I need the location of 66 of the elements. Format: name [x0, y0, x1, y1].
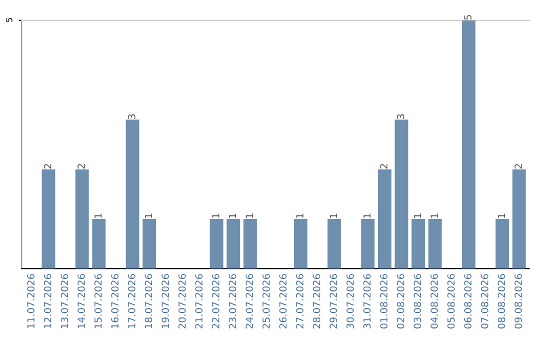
x-tick-label: 22.07.2026: [212, 274, 220, 328]
x-tick-label: 06.08.2026: [464, 274, 472, 328]
data-label: 1: [144, 214, 152, 218]
bar: [512, 169, 526, 269]
bar: [42, 169, 56, 269]
data-label: 1: [246, 214, 253, 218]
x-tick-label: 02.08.2026: [396, 274, 404, 328]
x-tick-label: 05.08.2026: [447, 274, 455, 328]
bar: [412, 218, 425, 269]
x-tick-label: 07.08.2026: [480, 274, 488, 328]
bar: [462, 20, 476, 269]
data-label: 1: [430, 214, 438, 218]
x-tick-label: 11.07.2026: [27, 274, 35, 328]
bar: [210, 218, 224, 269]
x-tick-label: 23.07.2026: [228, 274, 236, 328]
x-tick-label: 30.07.2026: [346, 274, 354, 328]
x-tick-label: 14.07.2026: [78, 274, 85, 328]
x-tick-label: 18.07.2026: [144, 274, 152, 328]
data-label: 3: [396, 114, 404, 119]
bar: [294, 218, 308, 269]
data-label: 1: [330, 214, 337, 218]
bar: [226, 218, 240, 269]
data-label: 1: [296, 214, 304, 218]
bar: [428, 218, 442, 269]
data-label: 1: [212, 214, 220, 218]
x-tick-label: 08.08.2026: [498, 274, 506, 328]
x-tick-label: 19.07.2026: [162, 274, 169, 328]
x-tick-label: 31.07.2026: [363, 274, 371, 328]
x-tick-label: 26.07.2026: [279, 274, 287, 328]
x-tick-label: 04.08.2026: [430, 274, 438, 328]
x-tick-label: 03.08.2026: [414, 274, 422, 328]
x-tick-label: 28.07.2026: [312, 274, 320, 328]
data-label: 1: [94, 214, 102, 218]
x-tick-label: 15.07.2026: [94, 274, 102, 328]
x-tick-label: 01.08.2026: [380, 274, 388, 328]
x-tick-label: 13.07.2026: [60, 274, 68, 328]
x-tick-label: 24.07.2026: [246, 274, 254, 328]
data-label: 2: [380, 164, 388, 169]
x-tick-label: 20.07.2026: [178, 274, 186, 328]
bar: [243, 218, 257, 269]
x-tick-label: 21.07.2026: [195, 274, 203, 328]
data-label: 1: [363, 214, 371, 218]
bar: [378, 169, 392, 269]
x-tick-label: 09.08.2026: [514, 274, 522, 328]
x-tick-label: 29.07.2026: [330, 274, 338, 328]
bar: [496, 218, 510, 269]
data-label: 2: [44, 164, 52, 169]
data-label: 1: [414, 214, 421, 218]
bar: [75, 169, 89, 269]
data-label: 3: [128, 114, 136, 119]
bar: [142, 218, 156, 269]
bar: [126, 120, 140, 269]
bar: [328, 218, 341, 269]
bar: [361, 218, 375, 269]
x-tick-label: 16.07.2026: [111, 274, 119, 328]
data-label: 2: [78, 164, 85, 169]
x-tick-label: 27.07.2026: [296, 274, 304, 328]
x-tick-label: 12.07.2026: [44, 274, 52, 328]
data-label: 1: [498, 214, 505, 218]
bar: [394, 120, 408, 269]
data-label: 5: [464, 15, 472, 20]
x-tick-label: 25.07.2026: [262, 274, 270, 328]
bar: [92, 218, 106, 269]
data-label: 1: [228, 214, 236, 218]
data-label: 2: [514, 164, 522, 169]
x-tick-label: 17.07.2026: [128, 274, 136, 328]
